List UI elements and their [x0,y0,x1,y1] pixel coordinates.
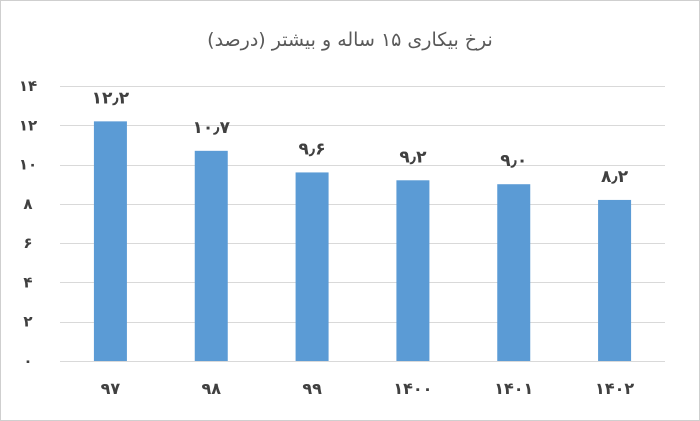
x-tick-label: ۱۴۰۲ [595,379,634,398]
bar [194,150,228,361]
y-tick-label: ۶ [23,234,32,252]
data-labels: ۱۲٫۲ ۱۰٫۷ ۹٫۶ ۹٫۲ ۹٫۰ ۸٫۲ [92,88,629,187]
data-label: ۱۰٫۷ [193,118,231,138]
x-axis-ticks: ۹۷ ۹۸ ۹۹ ۱۴۰۰ ۱۴۰۱ ۱۴۰۲ [101,379,635,398]
data-label: ۹٫۶ [299,139,326,159]
y-tick-label: ۸ [23,195,32,213]
gridlines [60,86,665,362]
x-tick-label: ۱۴۰۱ [494,379,533,398]
data-label: ۹٫۲ [399,147,427,167]
bars [93,121,632,361]
bar [598,199,632,361]
x-tick-label: ۹۷ [101,379,121,398]
y-tick-label: ۰ [23,352,32,370]
bar [396,180,430,361]
chart-title: نرخ بیکاری ۱۵ ساله و بیشتر (درصد) [207,29,493,51]
data-label: ۱۲٫۲ [92,88,130,108]
data-label: ۸٫۲ [601,167,629,187]
y-axis-ticks: ۰ ۲ ۴ ۶ ۸ ۱۰ ۱۲ ۱۴ [19,77,37,370]
y-tick-label: ۱۲ [19,116,37,134]
bar [295,172,329,361]
y-tick-label: ۴ [23,273,32,291]
x-tick-label: ۹۸ [201,379,221,398]
x-tick-label: ۱۴۰۰ [393,379,432,398]
y-tick-label: ۲ [23,313,32,331]
data-label: ۹٫۰ [500,151,527,171]
x-tick-label: ۹۹ [302,379,322,398]
y-tick-label: ۱۴ [19,77,37,95]
y-tick-label: ۱۰ [19,156,37,174]
bar [497,184,531,361]
bar [93,121,127,361]
